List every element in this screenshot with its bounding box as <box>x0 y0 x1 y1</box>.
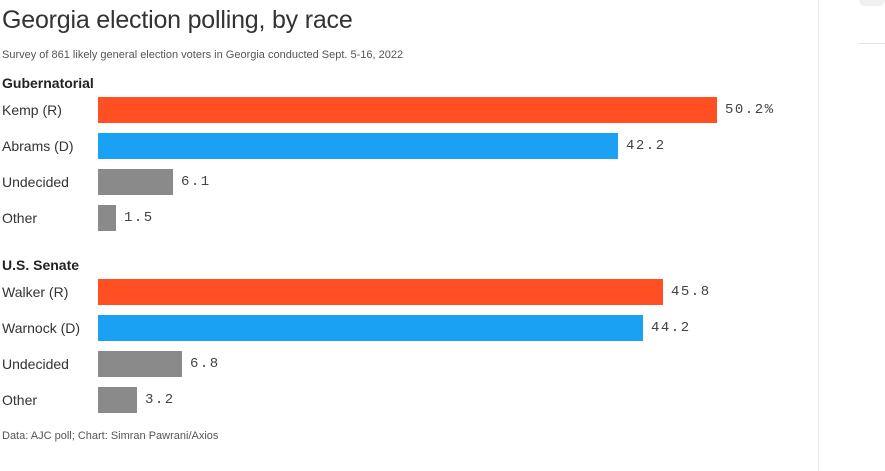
value-label: 6.8 <box>190 356 220 372</box>
chart-title: Georgia election polling, by race <box>2 6 353 34</box>
value-label: 44.2 <box>651 320 691 336</box>
chart-source-note: Data: AJC poll; Chart: Simran Pawrani/Ax… <box>2 430 219 442</box>
bar <box>98 205 116 231</box>
value-label: 42.2 <box>626 138 666 154</box>
chart-subtitle: Survey of 861 likely general election vo… <box>2 49 404 61</box>
category-label: Abrams (D) <box>2 138 74 154</box>
value-label: 45.8 <box>671 284 711 300</box>
category-label: Undecided <box>2 356 69 372</box>
sidebar-rule <box>859 43 885 44</box>
right-sidebar <box>819 0 885 471</box>
value-label: 50.2% <box>725 102 775 118</box>
value-label: 3.2 <box>145 392 175 408</box>
category-label: Walker (R) <box>2 284 69 300</box>
bar <box>98 387 137 413</box>
bar <box>98 315 643 341</box>
bar <box>98 133 618 159</box>
bar <box>98 169 173 195</box>
group-title: U.S. Senate <box>2 257 80 273</box>
category-label: Kemp (R) <box>2 102 62 118</box>
value-label: 1.5 <box>124 210 154 226</box>
bar <box>98 351 182 377</box>
value-label: 6.1 <box>181 174 211 190</box>
category-label: Other <box>2 392 38 408</box>
group-title: Gubernatorial <box>2 75 94 91</box>
category-label: Undecided <box>2 174 69 190</box>
sidebar-tab <box>859 0 885 6</box>
bar <box>98 97 717 123</box>
sidebar-divider <box>818 0 819 471</box>
category-label: Other <box>2 210 38 226</box>
bar <box>98 279 663 305</box>
chart-card: Georgia election polling, by race Survey… <box>2 6 775 442</box>
category-label: Warnock (D) <box>2 320 81 336</box>
